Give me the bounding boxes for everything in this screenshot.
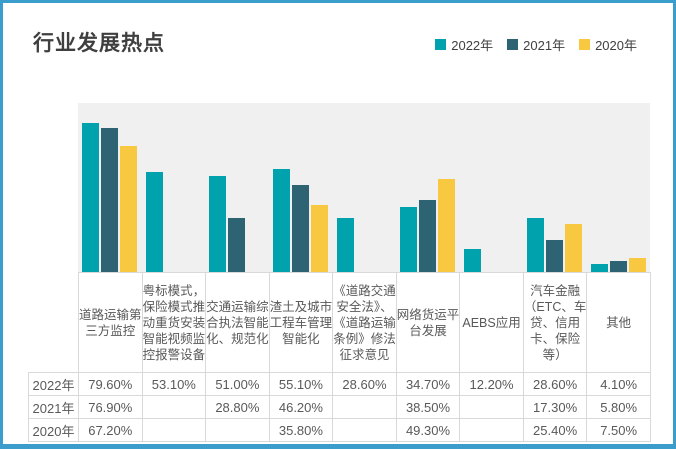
table-cell: 38.50%: [395, 395, 461, 419]
bar-group: [396, 103, 460, 272]
table-header-cell: 道路运输第三方监控: [78, 272, 143, 373]
data-table: 道路运输第三方监控 粤标模式，保险模式推动重货安装智能视频监控报警设备 交通运输综合…: [28, 272, 651, 442]
table-cell: [459, 395, 524, 419]
table-cell: [141, 418, 207, 442]
table-header-cell: AEBS应用: [459, 272, 524, 373]
table-header-cell: 粤标模式，保险模式推动重货安装智能视频监控报警设备: [141, 272, 207, 373]
table-cell: 46.20%: [268, 395, 334, 419]
table-header-cell: 网络货运平台发展: [395, 272, 461, 373]
table-cell: 4.10%: [586, 372, 651, 396]
table-header-row: 道路运输第三方监控 粤标模式，保险模式推动重货安装智能视频监控报警设备 交通运输综合…: [28, 272, 651, 373]
bar-group: [332, 103, 396, 272]
bar-2021年[interactable]: [419, 199, 437, 272]
table-cell: 53.10%: [141, 372, 207, 396]
table-cell: 51.00%: [205, 372, 270, 396]
table-row: 2020年 67.20% 35.80% 49.30% 25.40% 7.50%: [28, 418, 651, 442]
legend-swatch-icon: [579, 39, 591, 50]
table-cell: 12.20%: [459, 372, 524, 396]
bar-group: [523, 103, 587, 272]
bar-2022年[interactable]: [590, 264, 608, 272]
table-cell: [141, 395, 207, 419]
legend-swatch-icon: [507, 39, 519, 50]
bar-2021年[interactable]: [609, 261, 627, 272]
table-header-cell: 汽车金融（ETC、车贷、信用卡、保险等）: [522, 272, 588, 373]
bar-2022年[interactable]: [82, 122, 100, 272]
legend-swatch-icon: [435, 39, 447, 50]
bar-2021年[interactable]: [101, 127, 119, 272]
bar-group: [586, 103, 650, 272]
table-cell: 67.20%: [78, 418, 143, 442]
bar-2020年[interactable]: [565, 224, 583, 272]
table-corner-cell: [28, 272, 79, 373]
bar-2022年[interactable]: [400, 206, 418, 272]
bar-2022年[interactable]: [463, 249, 481, 272]
chart-legend: 2022年 2021年 2020年: [435, 35, 637, 54]
table-cell: 35.80%: [268, 418, 334, 442]
table-cell: 28.60%: [522, 372, 588, 396]
table-cell: [332, 395, 397, 419]
table-cell: 28.80%: [205, 395, 270, 419]
table-cell: 5.80%: [586, 395, 651, 419]
table-cell: 25.40%: [522, 418, 588, 442]
table-cell: [459, 418, 524, 442]
bar-group: [78, 103, 142, 272]
table-header-cell: 《道路交通安全法》、《道路运输条例》修法征求意见: [332, 272, 397, 373]
row-label: 2022年: [28, 372, 79, 396]
bar-2021年[interactable]: [546, 239, 564, 272]
legend-item-2022年[interactable]: 2022年: [435, 35, 493, 54]
table-header-cell: 其他: [586, 272, 651, 373]
bar-group: [459, 103, 523, 272]
table-cell: 17.30%: [522, 395, 588, 419]
legend-label: 2021年: [523, 38, 566, 53]
bar-2020年[interactable]: [438, 179, 456, 272]
bar-2020年[interactable]: [628, 257, 646, 272]
table-cell: 34.70%: [395, 372, 461, 396]
bar-group: [205, 103, 269, 272]
chart-title: 行业发展热点: [33, 32, 165, 55]
bar-2022年[interactable]: [336, 218, 354, 272]
legend-item-2021年[interactable]: 2021年: [507, 35, 565, 54]
table-row: 2022年 79.60% 53.10% 51.00% 55.10% 28.60% 34.70…: [28, 372, 651, 396]
table-cell: [332, 418, 397, 442]
bar-group: [142, 103, 206, 272]
table-cell: 55.10%: [268, 372, 334, 396]
table-header-cell: 交通运输综合执法智能化、规范化: [205, 272, 270, 373]
row-label: 2020年: [28, 418, 79, 442]
bar-2021年[interactable]: [291, 185, 309, 272]
table-cell: 79.60%: [78, 372, 143, 396]
bar-2022年[interactable]: [527, 218, 545, 272]
plot-area: [78, 103, 650, 272]
table-cell: 76.90%: [78, 395, 143, 419]
table-header-cell: 渣土及城市工程车管理智能化: [268, 272, 334, 373]
bar-2022年[interactable]: [272, 168, 290, 272]
row-label: 2021年: [28, 395, 79, 419]
legend-label: 2020年: [595, 38, 637, 53]
table-cell: 28.60%: [332, 372, 397, 396]
legend-item-2020年[interactable]: 2020年: [579, 35, 637, 54]
bar-2020年[interactable]: [310, 204, 328, 272]
bar-group: [269, 103, 333, 272]
legend-label: 2022年: [451, 38, 494, 53]
bar-2022年[interactable]: [145, 172, 163, 272]
table-row: 2021年 76.90% 28.80% 46.20% 38.50% 17.30% 5.80%: [28, 395, 651, 419]
bar-2021年[interactable]: [228, 217, 246, 272]
table-cell: [205, 418, 270, 442]
table-cell: 7.50%: [586, 418, 651, 442]
bar-2020年[interactable]: [120, 145, 138, 272]
bar-2022年[interactable]: [209, 176, 227, 272]
table-cell: 49.30%: [395, 418, 461, 442]
